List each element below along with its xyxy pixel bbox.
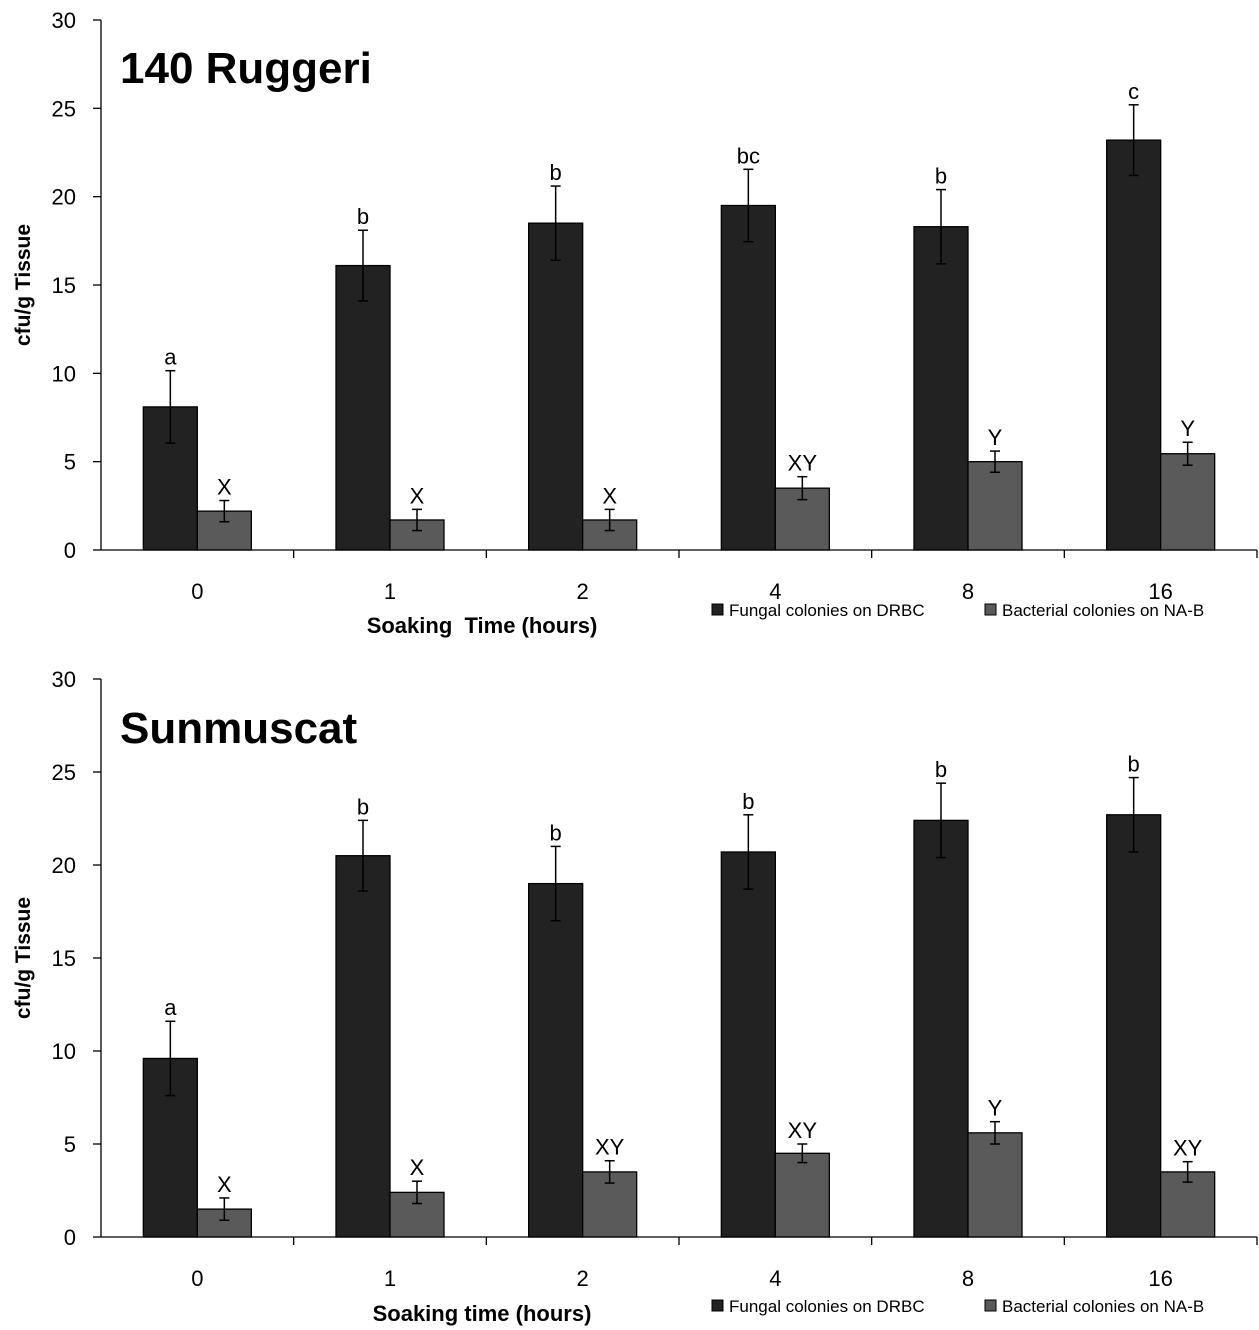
- legend-swatch: [711, 603, 724, 616]
- bar-bacterial: [967, 461, 1023, 551]
- bar-fungal: [720, 851, 776, 1238]
- y-tick-label: 20: [52, 853, 76, 878]
- bar-bacterial: [1160, 453, 1216, 551]
- y-tick-label: 5: [64, 1132, 76, 1157]
- legend-label: Bacterial colonies on NA-B: [1002, 601, 1204, 620]
- x-tick-label: 8: [962, 1266, 974, 1291]
- significance-letter: Y: [988, 1096, 1003, 1121]
- y-tick-label: 15: [52, 946, 76, 971]
- y-tick-label: 20: [52, 185, 76, 210]
- chart-title: 140 Ruggeri: [120, 44, 372, 93]
- chart-title: Sunmuscat: [120, 704, 358, 753]
- y-tick-label: 25: [52, 96, 76, 121]
- y-tick-label: 5: [64, 450, 76, 475]
- bar-fungal: [335, 855, 391, 1238]
- significance-letter: X: [602, 483, 617, 508]
- x-tick-label: 8: [962, 579, 974, 604]
- significance-letter: a: [164, 345, 177, 370]
- x-tick-label: 0: [191, 579, 203, 604]
- significance-letter: X: [410, 1155, 425, 1180]
- significance-letter: bc: [737, 143, 760, 168]
- x-tick-label: 16: [1148, 579, 1172, 604]
- significance-letter: XY: [1173, 1136, 1203, 1161]
- y-tick-label: 25: [52, 760, 76, 785]
- x-tick-label: 4: [769, 579, 781, 604]
- bar-bacterial: [774, 1152, 830, 1238]
- bar-fungal: [913, 819, 969, 1238]
- significance-letter: Y: [988, 425, 1003, 450]
- y-tick-label: 10: [52, 1039, 76, 1064]
- x-tick-label: 16: [1148, 1266, 1172, 1291]
- significance-letter: XY: [788, 451, 818, 476]
- chart-panel-sunmuscat: 0 5 10 15 20 25 30 0 1 2 4 8 16 a b b b b b X X XY XY Y XY Sunmus…: [12, 667, 1258, 1326]
- bar-bacterial: [967, 1132, 1023, 1238]
- legend-swatch: [984, 603, 997, 616]
- y-tick-label: 30: [52, 667, 76, 692]
- significance-letter: X: [217, 1172, 232, 1197]
- y-tick-label: 0: [64, 538, 76, 563]
- legend-swatch: [984, 1299, 997, 1312]
- y-axis-label: cfu/g Tissue: [12, 224, 35, 346]
- y-tick-label: 15: [52, 273, 76, 298]
- bar-fungal: [1106, 139, 1162, 551]
- y-axis-label: cfu/g Tissue: [12, 897, 35, 1019]
- x-tick-label: 1: [384, 1266, 396, 1291]
- significance-letter: b: [1128, 752, 1140, 777]
- x-tick-label: 2: [577, 579, 589, 604]
- x-tick-label: 4: [769, 1266, 781, 1291]
- significance-letter: X: [217, 475, 232, 500]
- bar-fungal: [528, 882, 584, 1238]
- x-axis-label: Soaking Time (hours): [367, 613, 598, 638]
- bar-fungal: [528, 222, 584, 551]
- bar-bacterial: [582, 519, 638, 551]
- bar-fungal: [720, 204, 776, 551]
- x-tick-label: 0: [191, 1266, 203, 1291]
- significance-letter: X: [410, 483, 425, 508]
- x-tick-label: 2: [577, 1266, 589, 1291]
- bar-fungal: [335, 264, 391, 551]
- bar-fungal: [913, 226, 969, 551]
- significance-letter: b: [935, 164, 947, 189]
- legend-label: Fungal colonies on DRBC: [729, 601, 925, 620]
- y-tick-label: 0: [64, 1225, 76, 1250]
- legend-label: Fungal colonies on DRBC: [729, 1297, 925, 1316]
- significance-letter: Y: [1180, 416, 1195, 441]
- significance-letter: b: [935, 757, 947, 782]
- significance-letter: XY: [595, 1135, 625, 1160]
- significance-letter: b: [550, 820, 562, 845]
- x-tick-label: 1: [384, 579, 396, 604]
- y-tick-label: 30: [52, 8, 76, 33]
- significance-letter: b: [357, 794, 369, 819]
- legend-label: Bacterial colonies on NA-B: [1002, 1297, 1204, 1316]
- significance-letter: c: [1128, 79, 1139, 104]
- significance-letter: b: [742, 789, 754, 814]
- bar-fungal: [1106, 814, 1162, 1238]
- significance-letter: XY: [788, 1118, 818, 1143]
- y-tick-label: 10: [52, 361, 76, 386]
- significance-letter: a: [164, 995, 177, 1020]
- x-axis-label: Soaking time (hours): [373, 1301, 592, 1326]
- significance-letter: b: [550, 160, 562, 185]
- significance-letter: b: [357, 204, 369, 229]
- legend-swatch: [711, 1299, 724, 1312]
